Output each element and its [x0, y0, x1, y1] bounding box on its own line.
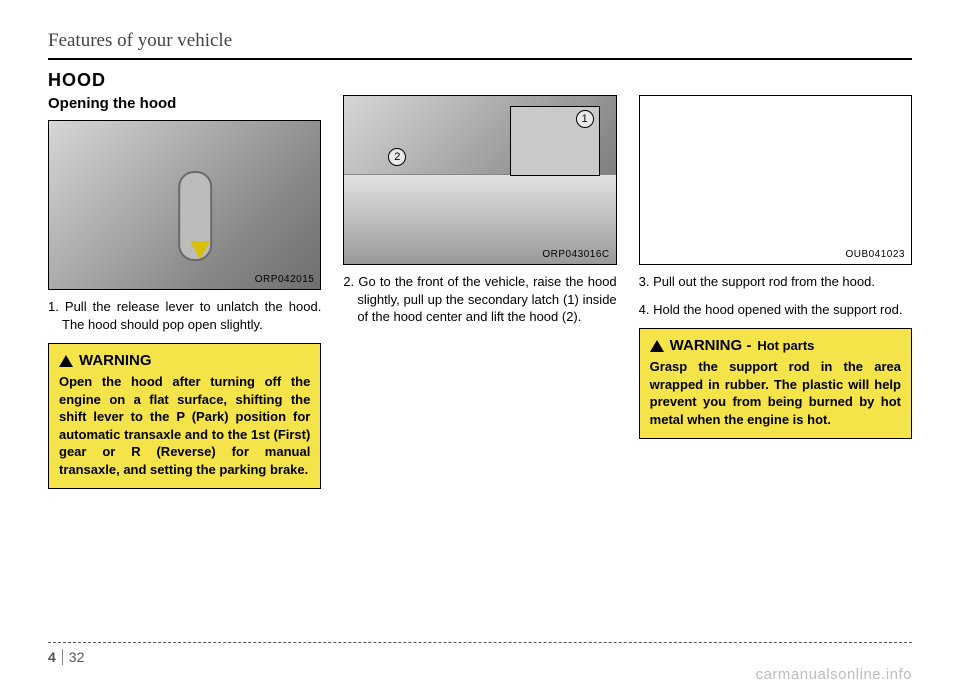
warning-box-2: WARNING - Hot parts Grasp the support ro…: [639, 328, 912, 439]
chapter-number: 4: [48, 649, 56, 665]
warning-suffix-2: Hot parts: [757, 338, 814, 353]
figure-caption-2: ORP043016C: [542, 249, 609, 260]
callout-2: 2: [388, 148, 406, 166]
arrow-down-icon: [190, 241, 210, 259]
subheading-opening-hood: Opening the hood: [48, 95, 321, 112]
figure-release-lever: ORP042015: [48, 120, 321, 290]
footer-divider: [62, 649, 63, 665]
step-3-text: 3. Pull out the support rod from the hoo…: [639, 273, 912, 291]
content-columns: Opening the hood ORP042015 1. Pull the r…: [48, 95, 912, 489]
step-4-text: 4. Hold the hood opened with the support…: [639, 301, 912, 319]
watermark-text: carmanualsonline.info: [756, 666, 912, 683]
callout-1: 1: [576, 110, 594, 128]
warning-triangle-icon: [650, 340, 664, 352]
section-title: HOOD: [48, 70, 912, 91]
warning-body-1: Open the hood after turning off the engi…: [59, 373, 310, 478]
warning-box-1: WARNING Open the hood after turning off …: [48, 343, 321, 489]
figure-caption-1: ORP042015: [255, 274, 315, 285]
column-3: OUB041023 3. Pull out the support rod fr…: [639, 95, 912, 489]
column-2: 1 2 ORP043016C 2. Go to the front of the…: [343, 95, 616, 489]
figure-secondary-latch: 1 2 ORP043016C: [343, 95, 616, 265]
warning-title-2: WARNING -: [670, 337, 752, 354]
figure-support-rod: OUB041023: [639, 95, 912, 265]
page-footer: 4 32: [48, 642, 912, 665]
chapter-title: Features of your vehicle: [48, 30, 912, 60]
page-number: 32: [69, 649, 85, 665]
column-1: Opening the hood ORP042015 1. Pull the r…: [48, 95, 321, 489]
warning-title-row-2: WARNING - Hot parts: [650, 337, 901, 354]
figure-caption-3: OUB041023: [845, 249, 905, 260]
step-2-text: 2. Go to the front of the vehicle, raise…: [343, 273, 616, 326]
warning-title-row-1: WARNING: [59, 352, 310, 369]
warning-title-1: WARNING: [79, 352, 152, 369]
step-1-text: 1. Pull the release lever to unlatch the…: [48, 298, 321, 333]
warning-triangle-icon: [59, 355, 73, 367]
warning-body-2: Grasp the support rod in the area wrappe…: [650, 358, 901, 428]
